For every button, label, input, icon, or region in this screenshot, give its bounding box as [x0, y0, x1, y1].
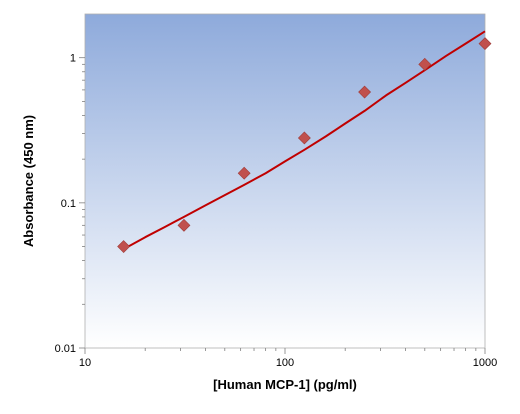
plot-area	[84, 13, 486, 349]
y-tick-label: 1	[70, 53, 76, 65]
y-axis-title: Absorbance (450 nm)	[21, 115, 36, 247]
x-axis-title: [Human MCP-1] (pg/ml)	[213, 377, 357, 392]
tick-labels: 10 100 1000 0.01 0.1 1	[55, 53, 498, 369]
fit-line	[123, 30, 486, 250]
axes	[79, 57, 486, 354]
y-tick-label: 0.01	[55, 343, 76, 355]
y-tick-label: 0.1	[61, 198, 76, 210]
data-point	[117, 240, 131, 253]
data-point	[237, 166, 251, 180]
data-point	[478, 37, 492, 51]
data-points	[117, 37, 492, 253]
data-point	[358, 85, 372, 99]
x-tick-label: 10	[79, 357, 91, 369]
data-point	[177, 218, 191, 232]
fit-curve-group	[123, 30, 486, 250]
x-tick-label: 100	[276, 357, 294, 369]
x-tick-label: 1000	[473, 357, 497, 369]
data-point	[418, 57, 432, 71]
data-point	[297, 131, 311, 145]
